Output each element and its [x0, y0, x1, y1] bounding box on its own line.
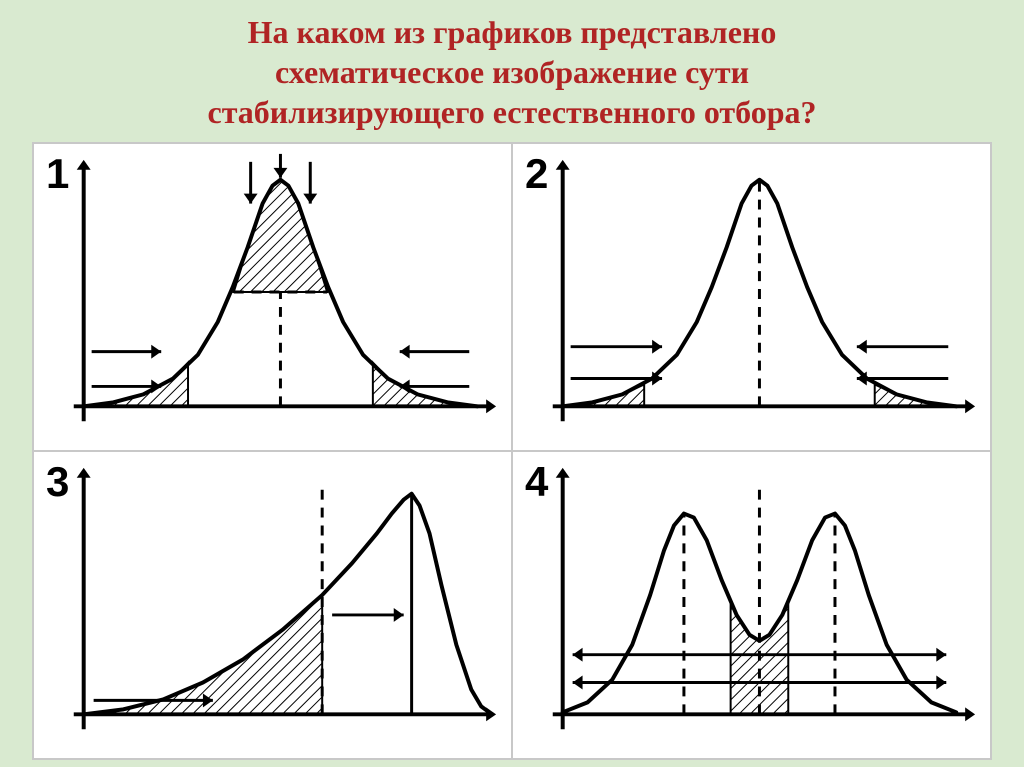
slide: На каком из графиков представлено схемат… — [0, 0, 1024, 767]
chart-grid: 1 2 3 4 — [32, 142, 992, 760]
chart-number-2: 2 — [525, 150, 548, 198]
title-line-3: стабилизирующего естественного отбора? — [30, 92, 994, 132]
title-line-1: На каком из графиков представлено — [30, 12, 994, 52]
title-line-2: схематическое изображение сути — [30, 52, 994, 92]
chart-cell-2: 2 — [512, 143, 991, 451]
question-title: На каком из графиков представлено схемат… — [30, 12, 994, 132]
chart-cell-3: 3 — [33, 451, 512, 759]
chart-number-3: 3 — [46, 458, 69, 506]
chart-cell-4: 4 — [512, 451, 991, 759]
chart-grid-wrap: 1 2 3 4 — [30, 142, 994, 760]
chart-cell-1: 1 — [33, 143, 512, 451]
chart-number-1: 1 — [46, 150, 69, 198]
chart-number-4: 4 — [525, 458, 548, 506]
